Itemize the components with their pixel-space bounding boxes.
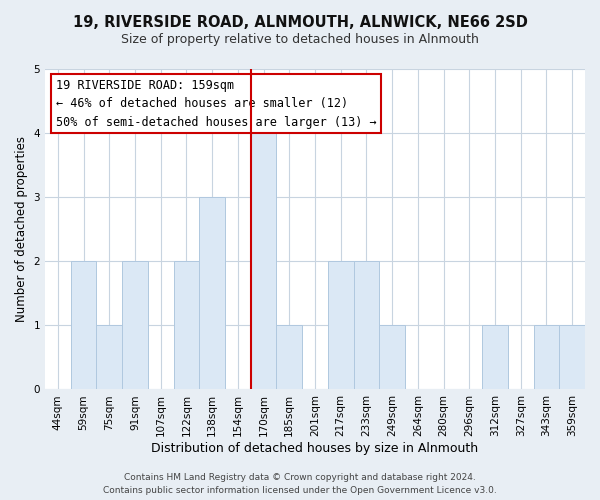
Bar [277,326,302,390]
Bar [379,326,405,390]
X-axis label: Distribution of detached houses by size in Alnmouth: Distribution of detached houses by size … [151,442,479,455]
Bar [71,262,97,390]
Bar [533,326,559,390]
Bar [97,326,122,390]
Bar [328,262,353,390]
Bar [353,262,379,390]
Y-axis label: Number of detached properties: Number of detached properties [15,136,28,322]
Text: 19 RIVERSIDE ROAD: 159sqm
← 46% of detached houses are smaller (12)
50% of semi-: 19 RIVERSIDE ROAD: 159sqm ← 46% of detac… [56,78,376,128]
Bar [482,326,508,390]
Text: Contains HM Land Registry data © Crown copyright and database right 2024.
Contai: Contains HM Land Registry data © Crown c… [103,474,497,495]
Text: 19, RIVERSIDE ROAD, ALNMOUTH, ALNWICK, NE66 2SD: 19, RIVERSIDE ROAD, ALNMOUTH, ALNWICK, N… [73,15,527,30]
Bar [251,133,277,390]
Bar [559,326,585,390]
Bar [122,262,148,390]
Text: Size of property relative to detached houses in Alnmouth: Size of property relative to detached ho… [121,32,479,46]
Bar [199,197,225,390]
Bar [173,262,199,390]
